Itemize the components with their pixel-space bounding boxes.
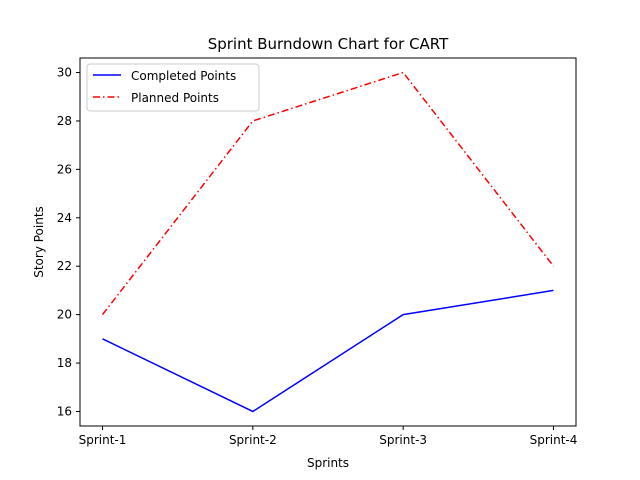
legend: Completed Points Planned Points (86, 63, 260, 112)
legend-label-completed-points: Completed Points (131, 69, 236, 83)
x-axis-label: Sprints (307, 456, 349, 470)
x-axis-ticks: Sprint-1 Sprint-2 Sprint-3 Sprint-4 (79, 426, 578, 447)
y-tick-label: 30 (57, 66, 72, 80)
y-tick-label: 20 (57, 308, 72, 322)
plot-frame (79, 57, 577, 427)
y-tick-label: 16 (57, 404, 72, 418)
y-tick-label: 26 (57, 162, 72, 176)
y-tick-label: 18 (57, 356, 72, 370)
x-tick-label: Sprint-4 (530, 433, 578, 447)
x-tick-label: Sprint-3 (379, 433, 427, 447)
y-tick-label: 28 (57, 114, 72, 128)
y-axis-ticks: 16 18 20 22 24 26 28 30 (57, 66, 80, 418)
x-tick-label: Sprint-1 (79, 433, 127, 447)
legend-box (86, 63, 260, 112)
series-line-planned-points (101, 71, 555, 316)
legend-label-planned-points: Planned Points (131, 91, 219, 105)
chart-title: Sprint Burndown Chart for CART (208, 35, 449, 53)
series-line-completed-points (102, 289, 554, 413)
y-tick-label: 24 (57, 211, 72, 225)
y-axis-label: Story Points (32, 206, 46, 278)
x-tick-label: Sprint-2 (229, 433, 277, 447)
plot-lines (101, 71, 555, 413)
y-tick-label: 22 (57, 259, 72, 273)
